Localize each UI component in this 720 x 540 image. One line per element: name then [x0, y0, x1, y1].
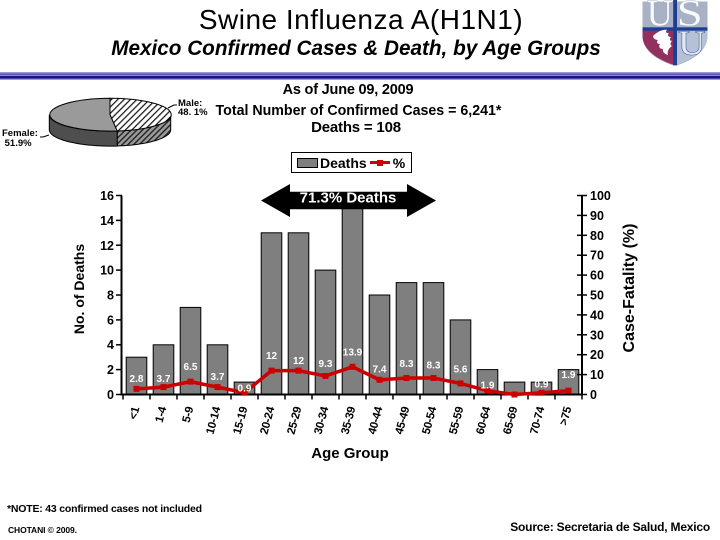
svg-text:80: 80: [590, 229, 604, 243]
svg-text:1-4: 1-4: [154, 405, 170, 424]
svg-text:<1: <1: [128, 405, 143, 421]
svg-text:50-54: 50-54: [421, 405, 440, 436]
svg-text:14: 14: [100, 214, 114, 228]
svg-text:90: 90: [590, 209, 604, 223]
svg-text:U: U: [678, 24, 705, 63]
svg-text:20: 20: [590, 348, 604, 362]
svg-text:12: 12: [100, 239, 114, 253]
svg-text:Case-Fatality (%): Case-Fatality (%): [621, 224, 638, 353]
svg-text:9.3: 9.3: [319, 359, 333, 370]
svg-text:40: 40: [590, 308, 604, 322]
svg-text:6: 6: [107, 313, 114, 327]
svg-text:No. of Deaths: No. of Deaths: [71, 244, 87, 334]
svg-text:0.9: 0.9: [238, 384, 252, 395]
svg-text:12: 12: [266, 351, 278, 362]
svg-text:30: 30: [590, 328, 604, 342]
svg-text:25-29: 25-29: [286, 406, 305, 436]
svg-text:100: 100: [590, 189, 611, 203]
svg-text:16: 16: [100, 189, 114, 203]
svg-text:65-69: 65-69: [502, 406, 521, 436]
svg-text:40-44: 40-44: [367, 405, 386, 436]
svg-text:10: 10: [590, 368, 604, 382]
svg-text:5.6: 5.6: [454, 365, 468, 376]
svg-text:60: 60: [590, 269, 604, 283]
svg-text:50: 50: [590, 289, 604, 303]
svg-text:15-19: 15-19: [232, 406, 251, 436]
svg-text:20-24: 20-24: [259, 405, 278, 436]
svg-text:3.7: 3.7: [157, 374, 171, 385]
svg-text:30-34: 30-34: [313, 405, 332, 436]
svg-text:U: U: [647, 0, 673, 35]
svg-text:0: 0: [107, 388, 114, 402]
svg-text:35-39: 35-39: [340, 406, 359, 436]
svg-text:55-59: 55-59: [448, 406, 467, 436]
svg-text:8.3: 8.3: [427, 361, 441, 372]
svg-text:2.8: 2.8: [130, 374, 144, 385]
svg-text:>75: >75: [558, 405, 575, 427]
svg-text:60-64: 60-64: [475, 405, 494, 436]
svg-text:4: 4: [107, 338, 114, 352]
svg-text:7.4: 7.4: [373, 365, 387, 376]
svg-text:3.7: 3.7: [211, 372, 225, 383]
svg-text:12: 12: [293, 356, 305, 367]
svg-text:45-49: 45-49: [394, 406, 413, 436]
svg-text:5-9: 5-9: [181, 406, 197, 424]
svg-text:1.9: 1.9: [562, 370, 576, 381]
svg-text:0: 0: [590, 388, 597, 402]
svg-text:70-74: 70-74: [529, 405, 548, 436]
svg-text:S: S: [677, 0, 703, 35]
svg-text:70: 70: [590, 249, 604, 263]
svg-text:13.9: 13.9: [343, 348, 363, 359]
svg-text:6.5: 6.5: [184, 362, 198, 373]
svg-text:10-14: 10-14: [205, 405, 224, 436]
svg-text:Age Group: Age Group: [311, 445, 389, 462]
svg-text:2: 2: [107, 363, 114, 377]
svg-text:1.9: 1.9: [481, 381, 495, 392]
svg-text:71.3% Deaths: 71.3% Deaths: [300, 190, 397, 207]
svg-text:10: 10: [100, 264, 114, 278]
svg-text:0.9: 0.9: [535, 380, 549, 391]
svg-text:8.3: 8.3: [400, 359, 414, 370]
svg-text:8: 8: [107, 289, 114, 303]
